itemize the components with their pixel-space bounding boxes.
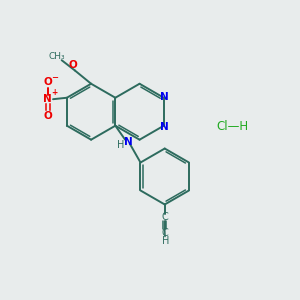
Text: N: N	[44, 94, 52, 104]
Text: H: H	[117, 140, 124, 150]
Text: CH₃: CH₃	[48, 52, 65, 61]
Text: O: O	[44, 111, 52, 121]
Text: C: C	[161, 228, 168, 238]
Text: N: N	[160, 92, 169, 102]
Text: O: O	[44, 77, 52, 87]
Text: −: −	[51, 73, 58, 82]
Text: N: N	[124, 137, 132, 147]
Text: H: H	[162, 236, 169, 246]
Text: Cl—H: Cl—H	[216, 120, 248, 133]
Text: C: C	[161, 212, 168, 222]
Text: O: O	[68, 61, 77, 70]
Text: +: +	[51, 88, 57, 97]
Text: N: N	[160, 122, 169, 132]
